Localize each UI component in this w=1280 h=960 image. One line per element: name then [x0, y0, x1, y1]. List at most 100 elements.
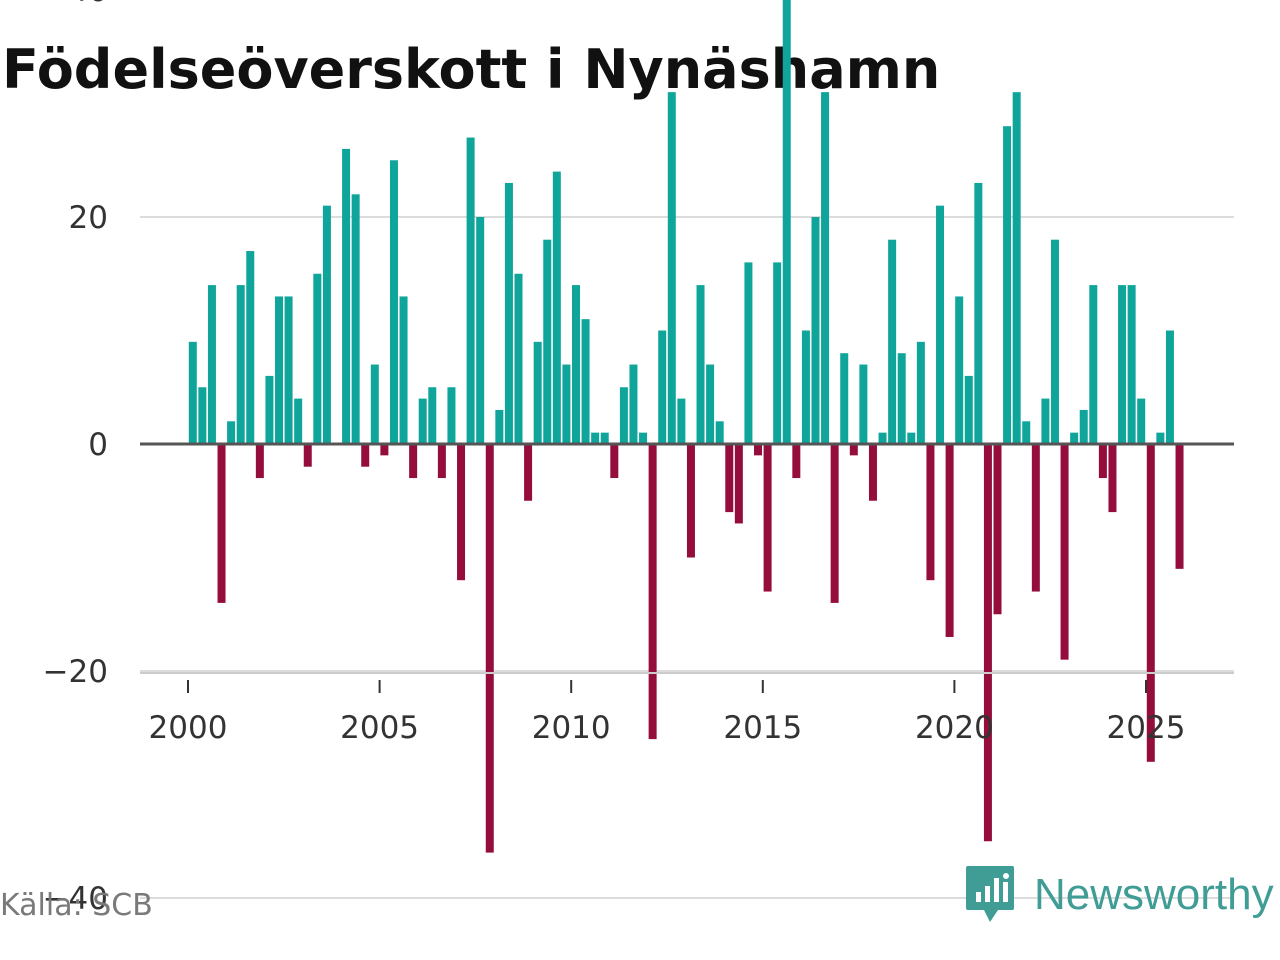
bar: [888, 239, 897, 444]
bar: [1108, 444, 1117, 513]
bar: [246, 251, 255, 444]
bar: [1175, 444, 1184, 569]
y-tick-label: 40: [69, 0, 108, 9]
bar: [1060, 444, 1069, 660]
bar: [1070, 432, 1079, 444]
bar: [322, 205, 331, 444]
brand-logo[interactable]: Newsworthy: [964, 864, 1274, 926]
bar: [945, 444, 954, 637]
x-tick-label: 2025: [1107, 710, 1186, 746]
bar: [878, 432, 887, 444]
bar: [639, 432, 648, 444]
bar: [524, 444, 533, 501]
bar: [1118, 285, 1127, 444]
bar: [552, 171, 561, 444]
bar: [859, 364, 868, 444]
x-axis-ticks: 2000 2005 2010 2015 2020 2025: [149, 680, 1186, 746]
bar: [409, 444, 418, 479]
bar: [1156, 432, 1165, 444]
bar: [188, 341, 197, 444]
bar: [370, 364, 379, 444]
bar: [610, 444, 619, 479]
bar: [792, 444, 801, 479]
bar: [571, 285, 580, 444]
bar: [380, 444, 389, 456]
bar: [897, 353, 906, 444]
bar: [198, 387, 207, 444]
bar: [1003, 126, 1012, 444]
bar: [265, 375, 274, 444]
bar: [907, 432, 916, 444]
bar: [849, 444, 858, 456]
bar: [447, 387, 456, 444]
x-tick-label: 2005: [340, 710, 419, 746]
bar: [715, 421, 724, 444]
bar: [811, 217, 820, 444]
bar: [543, 239, 552, 444]
grid-lines: [140, 216, 1234, 899]
bar: [619, 387, 628, 444]
bar: [1050, 239, 1059, 444]
bar: [667, 92, 676, 445]
bar: [1127, 285, 1136, 444]
bar: [830, 444, 839, 603]
bar: [801, 330, 810, 444]
bar: [294, 398, 303, 444]
bar: [821, 92, 830, 445]
bar: [255, 444, 264, 479]
bar: [504, 182, 513, 444]
bar: [773, 262, 782, 444]
bar: [734, 444, 743, 524]
bar: [1137, 398, 1146, 444]
bar: [993, 444, 1002, 615]
bar: [476, 217, 485, 444]
bar: [868, 444, 877, 501]
bar: [1041, 398, 1050, 444]
bar: [581, 319, 590, 444]
bar: [1079, 409, 1088, 444]
bar: [303, 444, 312, 467]
bar: [495, 409, 504, 444]
bar: [677, 398, 686, 444]
bar: [696, 285, 705, 444]
bar: [207, 285, 216, 444]
bar: [361, 444, 370, 467]
bar: [782, 0, 791, 445]
bar: [313, 273, 322, 444]
bar: [1146, 444, 1155, 762]
bar: [428, 387, 437, 444]
bar: [629, 364, 638, 444]
y-tick-label: 20: [69, 200, 108, 236]
bar: [217, 444, 226, 603]
bar: [983, 444, 992, 842]
bar: [1012, 92, 1021, 445]
source-label: Källa: SCB: [0, 888, 153, 923]
bar: [916, 341, 925, 444]
bar: [1165, 330, 1174, 444]
bar: [964, 375, 973, 444]
bar: [351, 194, 360, 444]
bar: [533, 341, 542, 444]
y-tick-label: 0: [88, 427, 108, 463]
bar: [840, 353, 849, 444]
bar: [926, 444, 935, 581]
bar: [1031, 444, 1040, 592]
x-tick-label: 2000: [149, 710, 228, 746]
bar: [706, 364, 715, 444]
bar: [1022, 421, 1031, 444]
y-axis-ticks: 40 20 0 −20 −40: [43, 0, 108, 917]
bar: [744, 262, 753, 444]
bar: [284, 296, 293, 444]
bar: [562, 364, 571, 444]
bar: [754, 444, 763, 456]
bar: [658, 330, 667, 444]
bar: [399, 296, 408, 444]
bar: [437, 444, 446, 479]
bar: [236, 285, 245, 444]
bar: [725, 444, 734, 513]
bar-series: [188, 0, 1184, 853]
bar: [418, 398, 427, 444]
bar: [457, 444, 466, 581]
bar: [1098, 444, 1107, 479]
bar: [591, 432, 600, 444]
